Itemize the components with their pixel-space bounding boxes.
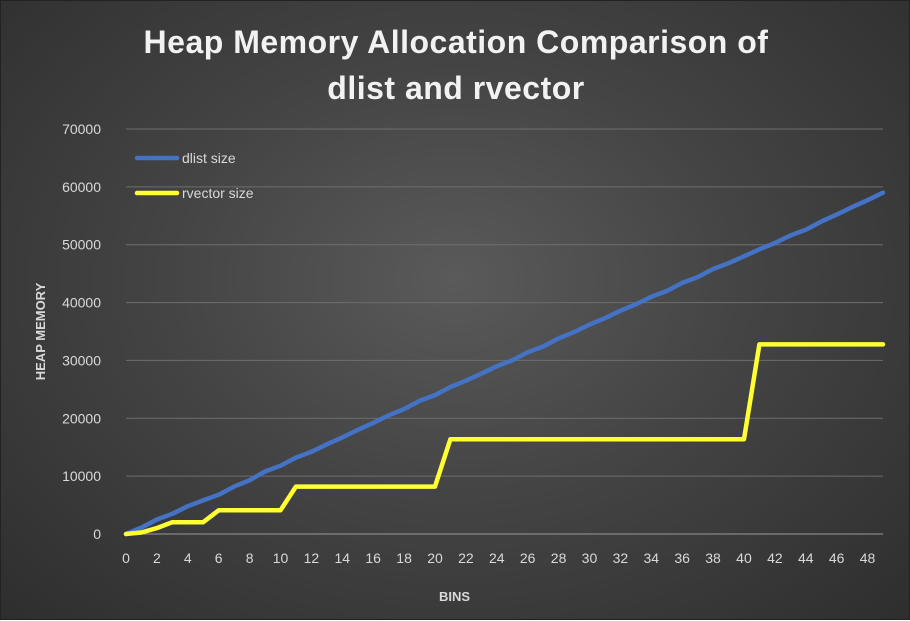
x-tick-label: 18 — [396, 550, 412, 566]
x-tick-label: 44 — [798, 550, 814, 566]
y-tick-label: 30000 — [62, 352, 101, 368]
y-tick-label: 0 — [93, 526, 101, 542]
x-tick-label: 40 — [736, 550, 752, 566]
x-tick-label: 22 — [458, 550, 474, 566]
x-tick-label: 24 — [489, 550, 505, 566]
x-axis-ticks: 0 2 4 6 8 10 12 14 16 18 20 22 24 26 28 30 32 34 36 38 40 42 4… — [122, 550, 875, 566]
x-tick-label: 10 — [273, 550, 289, 566]
series-layer — [123, 190, 886, 537]
x-tick-label: 36 — [674, 550, 690, 566]
legend-label: rvector size — [182, 185, 254, 201]
x-axis-label: BINS — [439, 589, 470, 604]
series-line-rvector — [123, 342, 886, 537]
y-tick-label: 70000 — [62, 121, 101, 137]
x-tick-label: 32 — [613, 550, 629, 566]
x-tick-label: 48 — [860, 550, 876, 566]
chart-title-line-1: Heap Memory Allocation Comparison of — [143, 24, 769, 60]
y-tick-label: 10000 — [62, 468, 101, 484]
series-line-dlist — [123, 190, 886, 537]
x-tick-label: 0 — [122, 550, 130, 566]
x-tick-label: 16 — [365, 550, 381, 566]
y-tick-label: 60000 — [62, 179, 101, 195]
x-tick-label: 28 — [551, 550, 567, 566]
x-tick-label: 42 — [767, 550, 783, 566]
x-tick-label: 12 — [304, 550, 320, 566]
y-tick-label: 20000 — [62, 410, 101, 426]
legend: dlist size rvector size — [134, 150, 254, 201]
y-tick-label: 50000 — [62, 237, 101, 253]
chart-title-line-2: dlist and rvector — [327, 70, 585, 106]
chart-title: Heap Memory Allocation Comparison of dli… — [1, 19, 910, 111]
legend-label: dlist size — [182, 150, 236, 166]
y-axis-ticks: 0 10000 20000 30000 40000 50000 60000 70000 — [62, 121, 101, 542]
y-axis-label: HEAP MEMORY — [33, 282, 48, 380]
x-tick-label: 34 — [643, 550, 659, 566]
y-tick-label: 40000 — [62, 295, 101, 311]
x-tick-label: 30 — [582, 550, 598, 566]
x-tick-label: 14 — [334, 550, 350, 566]
x-tick-label: 38 — [705, 550, 721, 566]
x-tick-label: 2 — [153, 550, 161, 566]
x-tick-label: 26 — [520, 550, 536, 566]
x-tick-label: 6 — [215, 550, 223, 566]
x-tick-label: 46 — [829, 550, 845, 566]
x-tick-label: 20 — [427, 550, 443, 566]
x-tick-label: 4 — [184, 550, 192, 566]
x-tick-label: 8 — [246, 550, 254, 566]
